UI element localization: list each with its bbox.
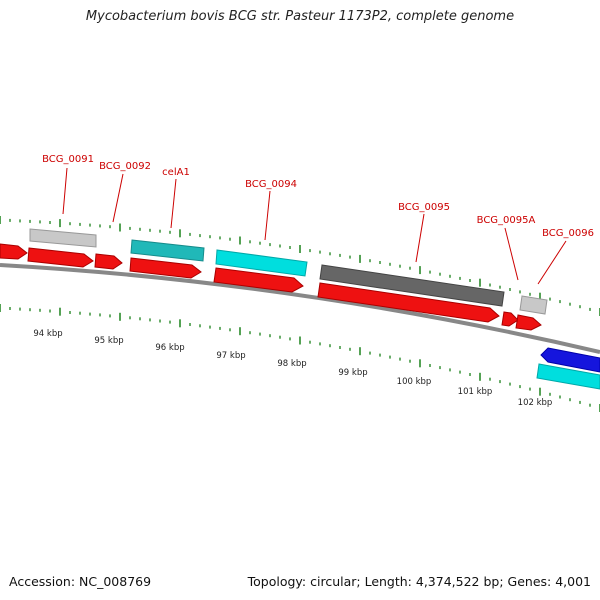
map-title: Mycobacterium bovis BCG str. Pasteur 117… bbox=[85, 9, 515, 24]
genome-backbone bbox=[0, 263, 600, 354]
tick-track-lower bbox=[0, 304, 600, 412]
footer-accession: Accession: NC_008769 bbox=[9, 574, 152, 589]
callout-line bbox=[112, 173, 124, 223]
feature-track-lower bbox=[536, 347, 600, 390]
cds-arrow[interactable] bbox=[501, 311, 519, 327]
kbp-label: 101 kbp bbox=[458, 387, 493, 397]
gene-label-BCG_0092: BCG_0092 bbox=[99, 161, 151, 172]
cds-arrow[interactable] bbox=[515, 314, 542, 331]
gene-BCG_0091-feature[interactable] bbox=[29, 228, 97, 248]
kbp-label: 100 kbp bbox=[397, 377, 432, 387]
kbp-label: 97 kbp bbox=[216, 351, 245, 361]
callout-line bbox=[415, 213, 425, 263]
callout-line bbox=[537, 240, 567, 285]
kbp-label: 102 kbp bbox=[518, 398, 553, 408]
gene-labels: BCG_0091 BCG_0092 celA1 BCG_0094 BCG_009… bbox=[42, 154, 594, 285]
cds-arrow[interactable] bbox=[213, 267, 304, 293]
footer-summary: Topology: circular; Length: 4,374,522 bp… bbox=[247, 574, 591, 589]
gene-blue-feature[interactable] bbox=[540, 347, 600, 373]
gene-BCG_0094-feature[interactable] bbox=[215, 249, 308, 277]
callout-line bbox=[264, 190, 271, 241]
gene-label-BCG_0095A: BCG_0095A bbox=[477, 215, 536, 226]
gene-label-BCG_0096: BCG_0096 bbox=[542, 228, 594, 239]
gene-label-BCG_0095: BCG_0095 bbox=[398, 202, 450, 213]
callout-line bbox=[62, 167, 68, 215]
gene-BCG_0095A-feature[interactable] bbox=[519, 295, 548, 315]
gene-celA1-feature[interactable] bbox=[130, 239, 205, 262]
kbp-label: 98 kbp bbox=[277, 359, 306, 369]
cds-arrow[interactable] bbox=[94, 253, 123, 270]
cds-arrow[interactable] bbox=[129, 257, 202, 279]
gene-label-BCG_0094: BCG_0094 bbox=[245, 179, 297, 190]
feature-track-upper bbox=[29, 228, 548, 315]
kbp-label: 99 kbp bbox=[338, 368, 367, 378]
kbp-label: 96 kbp bbox=[155, 343, 184, 353]
tick-track-upper bbox=[0, 216, 600, 316]
callout-line bbox=[170, 178, 177, 229]
cds-arrow[interactable] bbox=[317, 282, 500, 323]
gene-label-BCG_0091: BCG_0091 bbox=[42, 154, 94, 165]
gene-cyan-lower-feature[interactable] bbox=[536, 363, 600, 390]
kbp-scale: 94 kbp 95 kbp 96 kbp 97 kbp 98 kbp 99 kb… bbox=[33, 329, 552, 408]
gene-BCG_0095-feature[interactable] bbox=[319, 264, 505, 307]
cds-arrow[interactable] bbox=[0, 243, 28, 260]
cds-track bbox=[0, 243, 542, 331]
kbp-label: 95 kbp bbox=[94, 336, 123, 346]
cds-arrow[interactable] bbox=[27, 247, 94, 268]
gene-label-celA1: celA1 bbox=[162, 167, 190, 178]
kbp-label: 94 kbp bbox=[33, 329, 62, 339]
callout-line bbox=[504, 227, 519, 281]
